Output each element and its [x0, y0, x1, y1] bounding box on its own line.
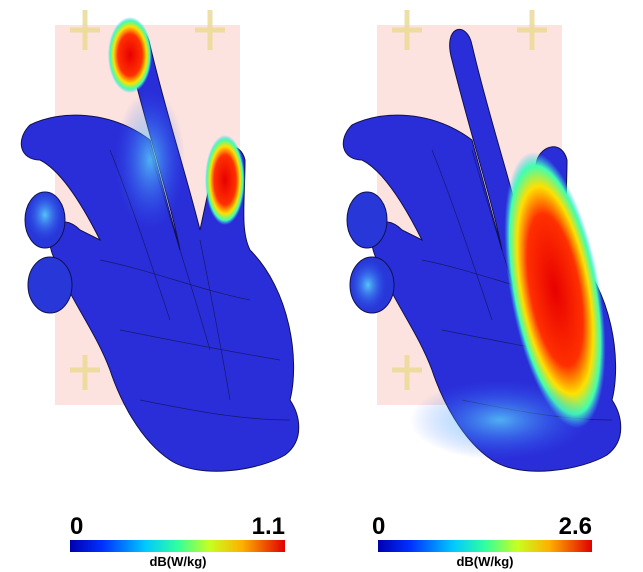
colorbar-min: 0 [70, 513, 83, 540]
colorbar-unit: dB(W/kg) [149, 554, 206, 569]
warm-region [27, 190, 63, 240]
colorbar [70, 540, 285, 552]
hand-model [21, 10, 298, 471]
hotspot [504, 151, 606, 429]
colorbar-min: 0 [372, 513, 385, 540]
hotspot [205, 135, 245, 225]
colorbar-unit: dB(W/kg) [456, 554, 513, 569]
warm-region [350, 260, 386, 310]
colorbar-max: 1.1 [252, 513, 285, 540]
warm-region [410, 380, 590, 460]
hotspot [108, 17, 152, 93]
colorbar-max: 2.6 [559, 513, 592, 540]
panel-right: 0 2.6 dB(W/kg) [343, 10, 623, 569]
panel-left: 0 1.1 dB(W/kg) [21, 10, 298, 569]
colorbar [378, 540, 592, 552]
warm-region [115, 90, 185, 230]
